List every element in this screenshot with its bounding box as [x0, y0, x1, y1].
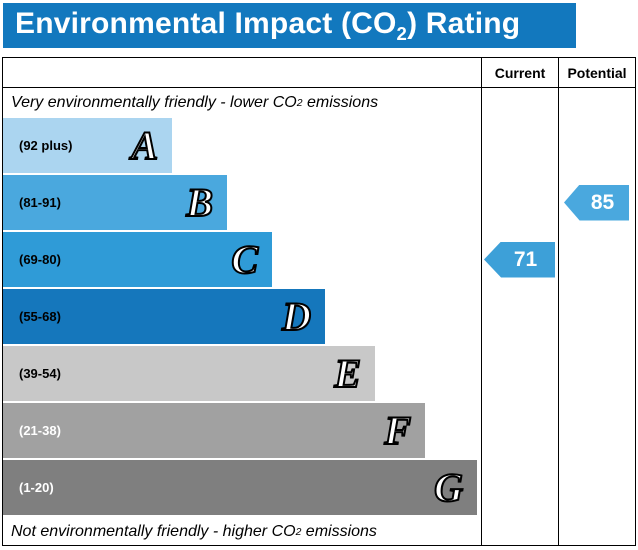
band-range-label: (39-54): [19, 366, 61, 381]
page-title: Environmental Impact (CO2) Rating: [15, 6, 521, 44]
current-column-body: 71: [482, 88, 558, 545]
band-range-label: (1-20): [19, 480, 54, 495]
potential-column-header: Potential: [559, 58, 635, 88]
current-column: Current 71: [481, 58, 558, 545]
current-rating-arrow: 71: [484, 241, 555, 278]
potential-column: Potential 85: [558, 58, 635, 545]
band-letter: E: [333, 350, 362, 396]
top-caption: Very environmentally friendly - lower CO…: [11, 94, 379, 111]
band-row-e: (39-54) E: [3, 346, 375, 401]
band-row-b: (81-91) B: [3, 175, 227, 230]
band-range-label: (81-91): [19, 195, 61, 210]
chart-title-bar: Environmental Impact (CO2) Rating: [3, 3, 576, 48]
band-row-a: (92 plus) A: [3, 118, 172, 173]
bands-column-header: [3, 58, 481, 88]
band-range-label: (92 plus): [19, 138, 73, 153]
bands-area: Very environmentally friendly - lower CO…: [3, 88, 481, 547]
band-row-g: (1-20) G: [3, 460, 477, 515]
potential-rating-arrow: 85: [564, 184, 629, 221]
band-row-d: (55-68) D: [3, 289, 325, 344]
band-row-c: (69-80) C: [3, 232, 272, 287]
bottom-caption: Not environmentally friendly - higher CO…: [11, 523, 377, 540]
potential-column-body: 85: [559, 88, 635, 545]
band-letter: B: [185, 179, 214, 225]
band-letter: F: [383, 407, 412, 453]
title-subscript: 2: [396, 22, 408, 44]
band-range-label: (21-38): [19, 423, 61, 438]
band-letter: C: [230, 236, 259, 282]
band-letter: D: [281, 293, 312, 339]
band-letter: G: [433, 464, 464, 510]
band-row-f: (21-38) F: [3, 403, 425, 458]
bands-column: Very environmentally friendly - lower CO…: [3, 58, 481, 545]
band-range-label: (69-80): [19, 252, 61, 267]
band-range-label: (55-68): [19, 309, 61, 324]
current-column-header: Current: [482, 58, 558, 88]
band-letter: A: [130, 122, 159, 168]
rating-chart: Very environmentally friendly - lower CO…: [2, 57, 636, 546]
current-rating-value: 71: [513, 247, 538, 271]
potential-rating-value: 85: [590, 190, 615, 214]
